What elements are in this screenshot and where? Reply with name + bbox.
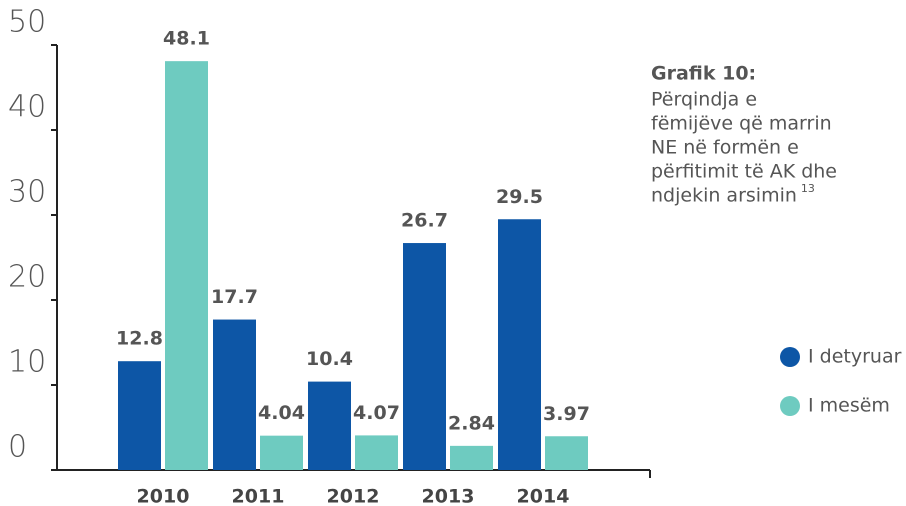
value-label: 2.84 — [448, 412, 495, 434]
value-label: 4.04 — [258, 402, 305, 424]
value-label: 3.97 — [543, 403, 590, 425]
y-tick-label: 20 — [8, 260, 46, 295]
chart-subtitle: ndjekin arsimin 13 — [651, 182, 815, 207]
footnote-ref: 13 — [801, 182, 815, 195]
legend-label: I detyruar — [808, 346, 902, 368]
bar — [355, 435, 398, 470]
legend-swatch — [780, 396, 800, 416]
x-tick-label: 2011 — [232, 486, 285, 506]
value-label: 12.8 — [116, 328, 163, 350]
y-tick-label: 0 — [8, 430, 27, 465]
x-tick-label: 2013 — [422, 486, 475, 506]
value-label: 17.7 — [211, 286, 258, 308]
bar — [308, 381, 351, 470]
y-tick-label: 40 — [8, 90, 46, 125]
bar — [498, 219, 541, 470]
y-tick-label: 50 — [8, 5, 46, 40]
x-tick-label: 2014 — [517, 486, 570, 506]
chart-title: Grafik 10: — [651, 63, 756, 85]
bar — [450, 445, 493, 470]
bar — [403, 243, 446, 470]
x-tick-label: 2010 — [137, 486, 190, 506]
bar — [260, 435, 303, 470]
bar — [118, 361, 161, 470]
bar — [165, 61, 208, 471]
x-tick-label: 2012 — [327, 486, 380, 506]
value-label: 29.5 — [496, 186, 543, 208]
chart-subtitle: Përqindja e — [651, 89, 757, 111]
bar — [213, 319, 256, 470]
y-tick-label: 30 — [8, 175, 46, 210]
chart-subtitle: përfitimit të AK dhe — [651, 161, 837, 183]
value-label: 4.07 — [353, 402, 400, 424]
chart-subtitle: fëmijëve që marrin — [651, 113, 832, 135]
bar — [545, 436, 588, 470]
value-label: 10.4 — [306, 348, 353, 370]
chart-subtitle: NE në formën e — [651, 137, 799, 159]
legend-swatch — [780, 347, 800, 367]
value-label: 48.1 — [163, 28, 210, 50]
value-label: 26.7 — [401, 210, 448, 232]
legend-label: I mesëm — [808, 395, 890, 417]
y-tick-label: 10 — [8, 345, 46, 380]
